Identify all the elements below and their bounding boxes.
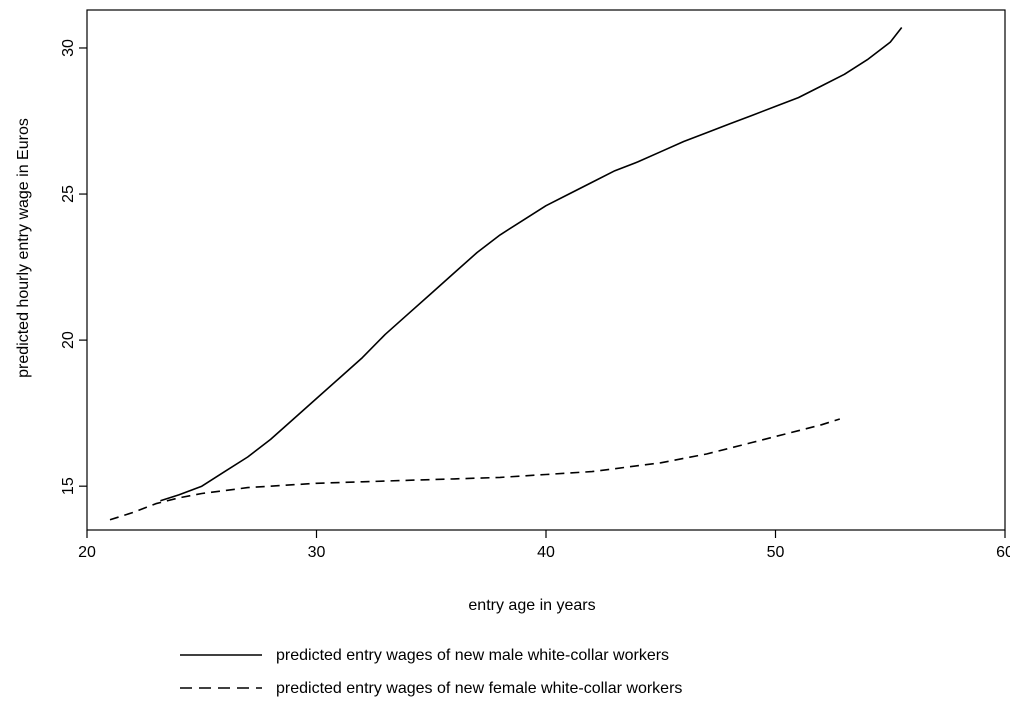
x-axis: 20 30 40 50 60 <box>78 530 1010 561</box>
y-tick-label: 20 <box>60 331 77 349</box>
y-tick-label: 30 <box>60 39 77 57</box>
series-layer <box>109 27 903 521</box>
x-tick-label: 50 <box>767 544 785 561</box>
y-tick-label: 25 <box>60 185 77 203</box>
female-wage-line <box>109 418 841 521</box>
legend: predicted entry wages of new male white-… <box>180 647 682 697</box>
x-tick-label: 60 <box>996 544 1010 561</box>
x-tick-label: 40 <box>537 544 555 561</box>
legend-label: predicted entry wages of new female whit… <box>276 680 682 697</box>
y-axis: 15 20 25 30 <box>60 39 87 495</box>
y-tick-label: 15 <box>60 477 77 495</box>
x-axis-label: entry age in years <box>468 597 595 614</box>
legend-label: predicted entry wages of new male white-… <box>276 647 669 664</box>
male-wage-line <box>160 27 903 502</box>
y-axis-label: predicted hourly entry wage in Euros <box>15 118 32 378</box>
x-tick-label: 30 <box>308 544 326 561</box>
plot-frame <box>86 9 1006 531</box>
x-tick-label: 20 <box>78 544 96 561</box>
